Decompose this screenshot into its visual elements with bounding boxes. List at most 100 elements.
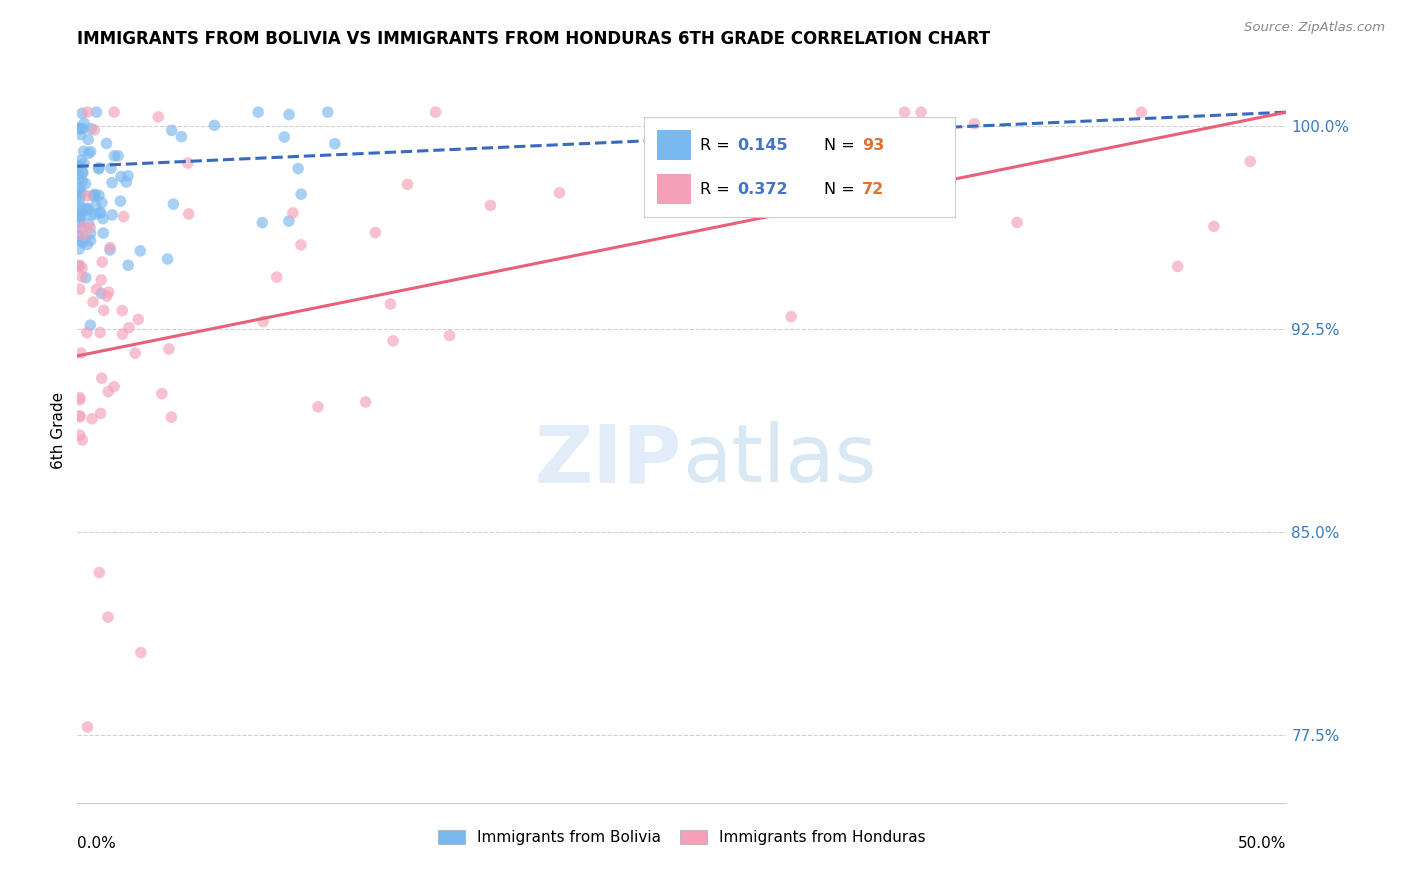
Point — [83, 189, 105, 203]
Text: R =: R = — [700, 137, 735, 153]
Point — [73, 116, 96, 130]
Point — [323, 136, 346, 151]
Point — [83, 123, 105, 137]
Text: 50.0%: 50.0% — [1239, 837, 1286, 851]
Point — [76, 720, 98, 734]
Point — [69, 409, 91, 424]
Point — [117, 169, 139, 183]
Point — [910, 105, 932, 120]
Point — [76, 189, 98, 203]
Text: R =: R = — [700, 182, 735, 196]
Point — [247, 105, 270, 120]
Point — [162, 197, 184, 211]
Point — [67, 160, 90, 174]
Point — [69, 428, 91, 442]
Point — [118, 320, 141, 334]
Point — [70, 269, 93, 284]
Point — [70, 186, 93, 200]
Point — [73, 232, 96, 246]
Point — [79, 220, 101, 235]
Point — [160, 123, 183, 137]
Point — [124, 346, 146, 360]
Text: atlas: atlas — [682, 421, 876, 500]
Point — [89, 326, 111, 340]
Point — [96, 136, 118, 151]
Point — [150, 386, 173, 401]
Point — [84, 207, 107, 221]
Point — [157, 342, 180, 356]
Point — [439, 328, 461, 343]
Point — [252, 216, 274, 230]
Point — [425, 105, 447, 120]
Point — [91, 211, 114, 226]
Point — [91, 255, 114, 269]
Point — [77, 146, 100, 161]
Point — [382, 334, 405, 348]
Point — [70, 260, 93, 275]
Point — [69, 193, 91, 207]
Point — [893, 105, 915, 120]
Point — [110, 169, 132, 184]
Point — [67, 168, 90, 182]
Point — [77, 132, 100, 146]
Point — [72, 165, 94, 179]
Point — [278, 107, 301, 121]
Point — [1130, 105, 1153, 120]
Text: N =: N = — [824, 182, 860, 196]
Point — [80, 121, 103, 136]
Point — [316, 105, 339, 120]
Text: 0.372: 0.372 — [738, 182, 789, 196]
Point — [97, 285, 120, 299]
Point — [252, 315, 274, 329]
Point — [97, 610, 120, 624]
Point — [90, 195, 112, 210]
Point — [69, 153, 91, 168]
Point — [72, 166, 94, 180]
Point — [111, 303, 134, 318]
Point — [69, 234, 91, 248]
Point — [70, 221, 93, 235]
Point — [96, 289, 118, 303]
Point — [93, 303, 115, 318]
Point — [67, 121, 90, 136]
Point — [79, 145, 101, 159]
Point — [548, 186, 571, 200]
Point — [69, 210, 91, 224]
FancyBboxPatch shape — [657, 130, 690, 161]
Point — [129, 646, 152, 660]
Point — [75, 202, 97, 216]
Point — [67, 173, 90, 187]
Point — [67, 216, 90, 230]
Point — [266, 270, 288, 285]
Point — [70, 106, 93, 120]
Point — [277, 214, 299, 228]
Point — [67, 259, 90, 273]
Point — [72, 235, 94, 250]
Point — [69, 282, 91, 296]
Point — [380, 297, 402, 311]
Point — [1167, 260, 1189, 274]
Point — [1202, 219, 1225, 234]
Point — [82, 295, 104, 310]
Point — [80, 412, 103, 426]
Point — [90, 371, 112, 385]
FancyBboxPatch shape — [657, 174, 690, 204]
Point — [177, 207, 200, 221]
Point — [69, 128, 91, 142]
Y-axis label: 6th Grade: 6th Grade — [51, 392, 66, 469]
Point — [287, 161, 309, 176]
Point — [69, 189, 91, 203]
Point — [79, 318, 101, 333]
Point — [91, 226, 114, 240]
Point — [101, 176, 124, 190]
Point — [111, 327, 134, 342]
Point — [77, 217, 100, 231]
Point — [290, 238, 312, 252]
Point — [103, 379, 125, 393]
Point — [479, 198, 502, 212]
Point — [79, 234, 101, 248]
Text: ZIP: ZIP — [534, 421, 682, 500]
Point — [69, 181, 91, 195]
Point — [160, 410, 183, 425]
Point — [396, 178, 419, 192]
